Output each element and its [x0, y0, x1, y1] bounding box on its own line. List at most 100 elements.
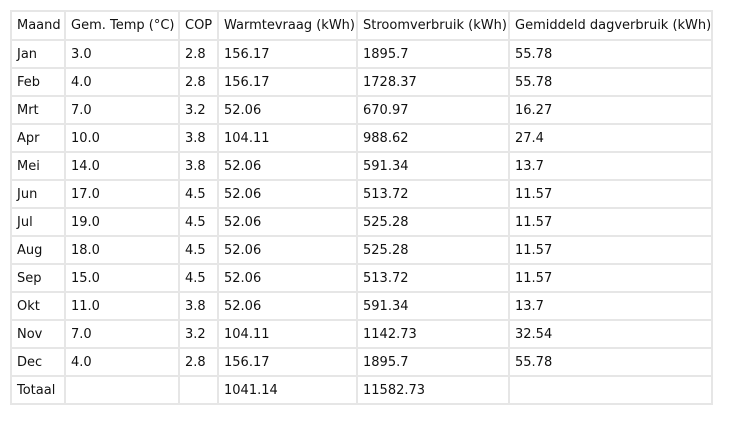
cell-cop — [178, 375, 219, 405]
cell-avg-temp — [64, 375, 180, 405]
cell-avg-temp: 15.0 — [64, 263, 180, 293]
cell-power-consumption: 670.97 — [356, 95, 510, 125]
table-row: Nov 7.0 3.2 104.11 1142.73 32.54 — [10, 319, 714, 349]
table-row: Jul 19.0 4.5 52.06 525.28 11.57 — [10, 207, 714, 237]
table-row: Okt 11.0 3.8 52.06 591.34 13.7 — [10, 291, 714, 321]
cell-avg-daily-consumption: 11.57 — [507, 179, 714, 209]
table-row: Aug 18.0 4.5 52.06 525.28 11.57 — [10, 235, 714, 265]
cell-avg-daily-consumption: 13.7 — [507, 151, 714, 181]
cell-month: Nov — [10, 319, 66, 349]
cell-avg-temp: 3.0 — [64, 39, 180, 69]
cell-cop: 4.5 — [178, 179, 219, 209]
cell-power-consumption: 988.62 — [356, 123, 510, 153]
cell-month: Jan — [10, 39, 66, 69]
cell-heat-demand: 52.06 — [217, 263, 358, 293]
cell-avg-temp: 14.0 — [64, 151, 180, 181]
cell-cop: 3.2 — [178, 319, 219, 349]
cell-avg-daily-consumption: 55.78 — [507, 67, 714, 97]
cell-month: Dec — [10, 347, 66, 377]
cell-avg-daily-consumption: 16.27 — [507, 95, 714, 125]
table-row: Jun 17.0 4.5 52.06 513.72 11.57 — [10, 179, 714, 209]
cell-cop: 4.5 — [178, 207, 219, 237]
table-row: Apr 10.0 3.8 104.11 988.62 27.4 — [10, 123, 714, 153]
header-row: Maand Gem. Temp (°C) COP Warmtevraag (kW… — [10, 10, 714, 41]
cell-month: Totaal — [10, 375, 66, 405]
cell-avg-daily-consumption: 55.78 — [507, 39, 714, 69]
cell-cop: 3.8 — [178, 123, 219, 153]
cell-power-consumption: 513.72 — [356, 263, 510, 293]
cell-power-consumption: 525.28 — [356, 207, 510, 237]
cell-month: Apr — [10, 123, 66, 153]
cell-cop: 3.8 — [178, 151, 219, 181]
table-row: Mrt 7.0 3.2 52.06 670.97 16.27 — [10, 95, 714, 125]
cell-avg-temp: 10.0 — [64, 123, 180, 153]
cell-avg-daily-consumption: 11.57 — [507, 263, 714, 293]
cell-avg-temp: 19.0 — [64, 207, 180, 237]
cell-power-consumption: 513.72 — [356, 179, 510, 209]
cell-avg-daily-consumption: 27.4 — [507, 123, 714, 153]
header-avg-temp: Gem. Temp (°C) — [64, 10, 180, 41]
cell-power-consumption: 1895.7 — [356, 39, 510, 69]
table-row: Jan 3.0 2.8 156.17 1895.7 55.78 — [10, 39, 714, 69]
header-power-consumption: Stroomverbruik (kWh) — [356, 10, 510, 41]
cell-avg-daily-consumption: 32.54 — [507, 319, 714, 349]
cell-power-consumption: 11582.73 — [356, 375, 510, 405]
table-header: Maand Gem. Temp (°C) COP Warmtevraag (kW… — [10, 10, 714, 41]
cell-month: Mrt — [10, 95, 66, 125]
monthly-energy-table: Maand Gem. Temp (°C) COP Warmtevraag (kW… — [10, 10, 714, 405]
cell-month: Sep — [10, 263, 66, 293]
cell-avg-temp: 7.0 — [64, 95, 180, 125]
cell-cop: 2.8 — [178, 347, 219, 377]
header-cop: COP — [178, 10, 219, 41]
cell-avg-daily-consumption: 55.78 — [507, 347, 714, 377]
cell-heat-demand: 52.06 — [217, 235, 358, 265]
cell-avg-temp: 17.0 — [64, 179, 180, 209]
cell-avg-temp: 18.0 — [64, 235, 180, 265]
table-row: Dec 4.0 2.8 156.17 1895.7 55.78 — [10, 347, 714, 377]
table-row: Sep 15.0 4.5 52.06 513.72 11.57 — [10, 263, 714, 293]
cell-heat-demand: 156.17 — [217, 67, 358, 97]
cell-power-consumption: 591.34 — [356, 151, 510, 181]
cell-month: Jun — [10, 179, 66, 209]
cell-heat-demand: 52.06 — [217, 207, 358, 237]
cell-power-consumption: 1895.7 — [356, 347, 510, 377]
header-month: Maand — [10, 10, 66, 41]
header-avg-daily-consumption: Gemiddeld dagverbruik (kWh) — [507, 10, 714, 41]
cell-avg-daily-consumption: 11.57 — [507, 207, 714, 237]
cell-cop: 4.5 — [178, 263, 219, 293]
cell-power-consumption: 1728.37 — [356, 67, 510, 97]
cell-avg-daily-consumption: 13.7 — [507, 291, 714, 321]
cell-avg-daily-consumption: 11.57 — [507, 235, 714, 265]
cell-avg-daily-consumption — [507, 375, 714, 405]
cell-power-consumption: 525.28 — [356, 235, 510, 265]
cell-cop: 4.5 — [178, 235, 219, 265]
cell-avg-temp: 11.0 — [64, 291, 180, 321]
table-body: Jan 3.0 2.8 156.17 1895.7 55.78 Feb 4.0 2.8 156.1… — [10, 39, 714, 405]
cell-cop: 3.8 — [178, 291, 219, 321]
cell-month: Feb — [10, 67, 66, 97]
cell-month: Jul — [10, 207, 66, 237]
total-row: Totaal 1041.14 11582.73 — [10, 375, 714, 405]
cell-power-consumption: 1142.73 — [356, 319, 510, 349]
cell-heat-demand: 52.06 — [217, 95, 358, 125]
cell-heat-demand: 156.17 — [217, 39, 358, 69]
cell-heat-demand: 104.11 — [217, 319, 358, 349]
table-row: Mei 14.0 3.8 52.06 591.34 13.7 — [10, 151, 714, 181]
cell-month: Aug — [10, 235, 66, 265]
cell-cop: 2.8 — [178, 39, 219, 69]
cell-heat-demand: 52.06 — [217, 291, 358, 321]
cell-avg-temp: 7.0 — [64, 319, 180, 349]
monthly-energy-table-container: Maand Gem. Temp (°C) COP Warmtevraag (kW… — [10, 10, 714, 405]
cell-month: Okt — [10, 291, 66, 321]
cell-heat-demand: 52.06 — [217, 179, 358, 209]
cell-heat-demand: 104.11 — [217, 123, 358, 153]
cell-power-consumption: 591.34 — [356, 291, 510, 321]
cell-avg-temp: 4.0 — [64, 347, 180, 377]
cell-cop: 2.8 — [178, 67, 219, 97]
cell-month: Mei — [10, 151, 66, 181]
cell-heat-demand: 1041.14 — [217, 375, 358, 405]
cell-avg-temp: 4.0 — [64, 67, 180, 97]
table-row: Feb 4.0 2.8 156.17 1728.37 55.78 — [10, 67, 714, 97]
cell-heat-demand: 156.17 — [217, 347, 358, 377]
cell-heat-demand: 52.06 — [217, 151, 358, 181]
